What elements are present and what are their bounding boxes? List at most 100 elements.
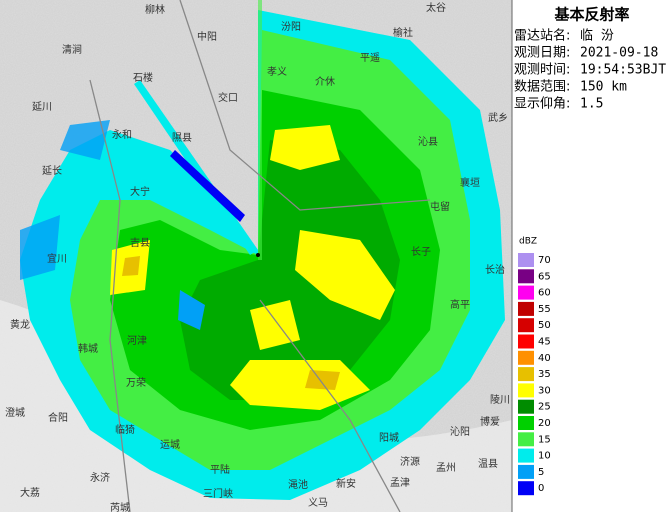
legend-label: 45	[538, 337, 551, 348]
legend-swatch	[518, 301, 534, 316]
legend-swatch	[518, 350, 534, 365]
place-label: 渑池	[288, 478, 308, 491]
radar-site	[256, 253, 260, 257]
place-label: 武乡	[488, 111, 508, 124]
legend-label: 15	[538, 434, 551, 445]
legend-swatch	[518, 432, 534, 447]
legend-label: 10	[538, 451, 551, 462]
place-label: 宜川	[47, 252, 67, 265]
legend-swatch	[518, 448, 534, 463]
legend-label: 20	[538, 418, 551, 429]
place-label: 柳林	[145, 3, 165, 16]
place-label: 榆社	[393, 26, 413, 39]
legend-label: 55	[538, 304, 551, 315]
legend-swatch	[518, 334, 534, 349]
legend-swatch	[518, 253, 534, 267]
echo-5	[20, 120, 110, 280]
clutter-spoke	[170, 150, 245, 222]
legend-unit: dBZ	[519, 237, 537, 247]
legend-swatch	[518, 367, 534, 382]
field-value: 19:54:53BJT	[580, 63, 666, 78]
place-label: 长治	[485, 263, 505, 276]
place-label: 大宁	[130, 185, 150, 198]
legend-swatch	[518, 416, 534, 430]
place-label: 孟津	[390, 477, 410, 489]
field-label: 数据范围:	[514, 80, 570, 95]
place-label: 吉县	[130, 237, 150, 249]
legend-swatch	[518, 383, 534, 398]
field-label: 显示仰角:	[514, 97, 570, 112]
echo-30	[110, 125, 395, 410]
place-label: 博爱	[480, 415, 500, 428]
panel-title: 基本反射率	[553, 6, 629, 24]
place-label: 高平	[450, 298, 470, 311]
place-label: 澄城	[5, 406, 25, 419]
place-label: 平遥	[360, 51, 380, 64]
place-label: 临猗	[115, 423, 135, 436]
place-label: 永和	[112, 128, 132, 141]
edge	[258, 0, 262, 260]
place-label: 大荔	[20, 486, 40, 499]
place-label: 河津	[127, 335, 147, 347]
place-label: 沁阳	[450, 426, 470, 438]
legend-label: 40	[538, 353, 551, 364]
place-label: 新安	[336, 477, 356, 490]
legend-label: 5	[538, 467, 544, 478]
place-label: 交口	[218, 91, 238, 104]
place-label: 中阳	[197, 30, 217, 43]
place-label: 汾阳	[281, 21, 301, 33]
place-label: 阳城	[379, 432, 399, 444]
place-label: 隰县	[172, 132, 192, 144]
place-label: 温县	[478, 458, 498, 470]
place-label: 黄龙	[10, 318, 30, 331]
plain	[0, 300, 512, 512]
place-label: 屯留	[430, 200, 450, 213]
place-label: 孝义	[267, 66, 287, 78]
place-label: 襄垣	[460, 176, 480, 189]
field-label: 观测日期:	[514, 46, 570, 61]
info-panel	[512, 0, 672, 512]
place-label: 芮城	[110, 501, 130, 512]
place-label: 延长	[42, 165, 62, 177]
echo-low	[178, 290, 205, 330]
boundary	[89, 0, 431, 512]
place-label: 济源	[400, 455, 420, 468]
legend-swatch	[518, 481, 534, 496]
legend-label: 30	[538, 385, 551, 396]
legend-label: 25	[538, 402, 551, 413]
field-value: 2021-09-18	[580, 46, 658, 61]
legend-label: 60	[538, 288, 551, 299]
place-label: 介休	[315, 76, 335, 88]
place-label: 石楼	[133, 71, 153, 84]
legend-swatch	[518, 399, 534, 414]
place-label: 万荣	[126, 377, 146, 389]
place-label: 合阳	[48, 411, 68, 424]
legend-swatch	[518, 285, 534, 300]
place-label: 运城	[160, 439, 180, 451]
legend-label: 50	[538, 320, 551, 331]
field-label: 雷达站名:	[514, 28, 570, 44]
legend-label: 0	[538, 483, 544, 494]
place-label: 延川	[32, 101, 52, 113]
field-value: 1.5	[580, 97, 603, 112]
clutter-spoke	[134, 80, 258, 255]
place-label: 长子	[411, 246, 431, 258]
legend-swatch	[518, 464, 534, 479]
place-label: 韩城	[78, 342, 98, 355]
place-label: 太谷	[426, 1, 446, 14]
place-label: 清涧	[62, 43, 82, 56]
legend-swatch	[518, 318, 534, 333]
echo-25	[180, 140, 400, 400]
legend-label: 70	[538, 255, 551, 266]
place-label: 义马	[308, 497, 328, 509]
field-value: 临 汾	[580, 29, 614, 44]
place-label: 平陆	[210, 463, 230, 476]
field-value: 150 km	[580, 80, 627, 95]
legend-swatch	[518, 269, 534, 284]
